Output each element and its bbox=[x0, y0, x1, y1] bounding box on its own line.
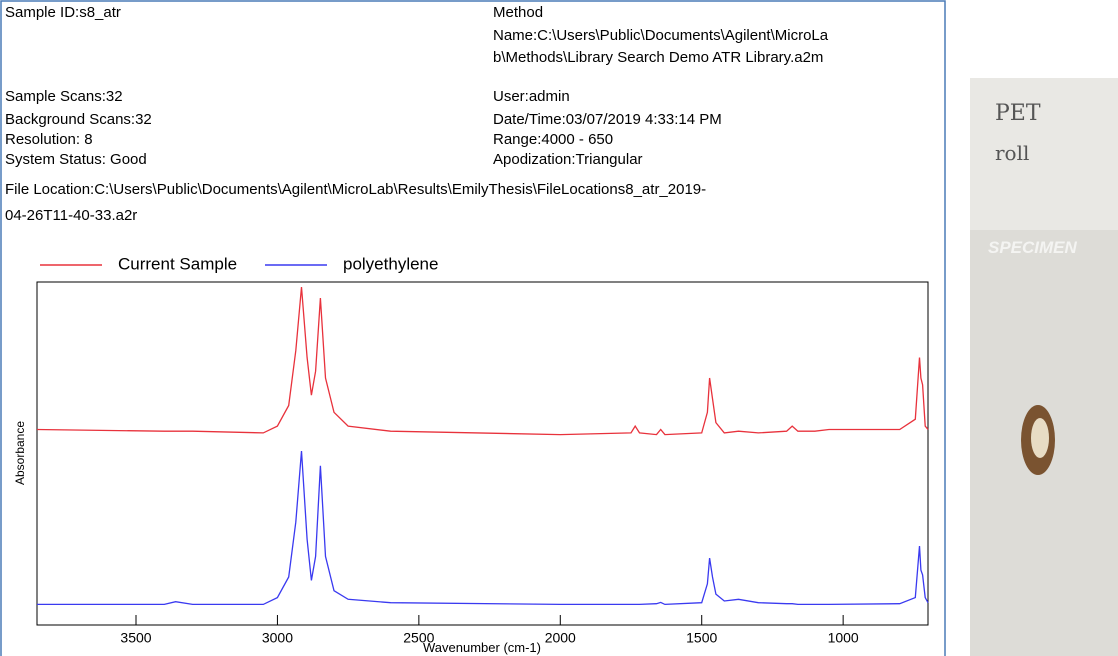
legend-label: polyethylene bbox=[343, 254, 438, 273]
field: Sample ID:s8_atr bbox=[5, 4, 121, 21]
x-tick-label: 2000 bbox=[545, 630, 576, 646]
field: Resolution: 8 bbox=[5, 131, 93, 148]
field: File Location:C:\Users\Public\Documents\… bbox=[5, 181, 706, 198]
field: Method bbox=[493, 4, 543, 21]
field: Name:C:\Users\Public\Documents\Agilent\M… bbox=[493, 27, 829, 44]
photo-sample-core bbox=[1031, 418, 1049, 458]
x-tick-label: 2500 bbox=[403, 630, 434, 646]
report-border bbox=[0, 0, 946, 656]
photo-label: SPECIMEN bbox=[988, 238, 1078, 257]
spectrum-line bbox=[37, 451, 929, 606]
field: User:admin bbox=[493, 88, 570, 105]
legend-label: Current Sample bbox=[118, 254, 237, 273]
x-tick-label: 3000 bbox=[262, 630, 293, 646]
field: Date/Time:03/07/2019 4:33:14 PM bbox=[493, 111, 722, 128]
x-tick-label: 3500 bbox=[120, 630, 151, 646]
photo-label: PET bbox=[995, 101, 1041, 126]
plot-frame bbox=[36, 281, 929, 626]
field: Sample Scans:32 bbox=[5, 88, 123, 105]
field: System Status: Good bbox=[5, 151, 147, 168]
field: 04-26T11-40-33.a2r bbox=[5, 207, 137, 224]
field: Range:4000 - 650 bbox=[493, 131, 613, 148]
x-tick-label: 1500 bbox=[686, 630, 717, 646]
field: Apodization:Triangular bbox=[493, 151, 643, 168]
field: Background Scans:32 bbox=[5, 111, 152, 128]
x-axis-label: Wavenumber (cm-1) bbox=[423, 640, 541, 655]
y-axis-label: Absorbance bbox=[13, 421, 27, 485]
spectrum-line bbox=[36, 287, 929, 436]
x-tick-label: 1000 bbox=[828, 630, 859, 646]
field: b\Methods\Library Search Demo ATR Librar… bbox=[493, 49, 823, 66]
photo-label: roll bbox=[995, 141, 1029, 165]
